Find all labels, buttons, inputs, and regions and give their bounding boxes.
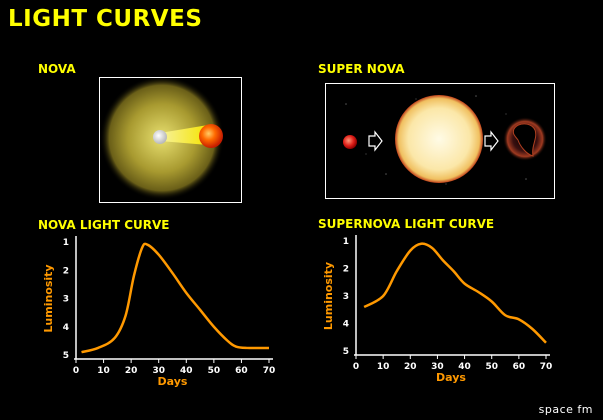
- x-tick-label: 10: [97, 366, 110, 376]
- x-tick-label: 40: [458, 362, 471, 372]
- arrow-icon: [484, 130, 499, 152]
- x-tick-label: 60: [513, 362, 526, 372]
- y-tick-label: 2: [63, 266, 69, 276]
- x-tick-label: 60: [235, 366, 248, 376]
- supernova-label: SUPER NOVA: [318, 62, 405, 76]
- x-tick-label: 50: [485, 362, 498, 372]
- starfield: [345, 95, 527, 185]
- red-star-icon: [199, 124, 223, 148]
- y-tick-label: 4: [343, 320, 349, 330]
- supernova-chart-title: SUPERNOVA LIGHT CURVE: [318, 217, 494, 231]
- remnant-icon: [503, 117, 547, 161]
- x-tick-label: 10: [377, 362, 390, 372]
- x-axis-label: Days: [158, 375, 188, 388]
- nova-illustration-graphic: [100, 78, 224, 200]
- x-tick-label: 30: [431, 362, 444, 372]
- y-tick-label: 5: [63, 351, 69, 361]
- supernova-illustration: [325, 83, 555, 199]
- x-tick-label: 0: [73, 366, 79, 376]
- x-tick-label: 70: [540, 362, 553, 372]
- credit-logo: space fm: [538, 403, 593, 416]
- accretion-stream: [160, 125, 208, 145]
- y-tick-label: 1: [343, 237, 349, 247]
- white-dwarf-icon: [153, 130, 167, 144]
- nova-label: NOVA: [38, 62, 76, 76]
- x-tick-label: 70: [263, 366, 276, 376]
- nova-illustration: [99, 77, 242, 203]
- x-tick-label: 20: [404, 362, 417, 372]
- x-tick-label: 40: [180, 366, 193, 376]
- y-tick-label: 1: [63, 238, 69, 248]
- supernova-illustration-graphic: [343, 95, 547, 185]
- light-curve-line: [81, 242, 270, 354]
- y-tick-label: 2: [343, 265, 349, 275]
- y-tick-label: 3: [63, 295, 69, 305]
- x-tick-label: 30: [152, 366, 165, 376]
- x-tick-label: 50: [208, 366, 221, 376]
- x-tick-label: 0: [353, 362, 359, 372]
- y-tick-label: 5: [343, 347, 349, 357]
- y-tick-label: 3: [343, 292, 349, 302]
- arrow-icon: [368, 130, 383, 152]
- nova-chart-title: NOVA LIGHT CURVE: [38, 218, 170, 232]
- page-title: LIGHT CURVES: [8, 6, 203, 32]
- y-axis-label: Luminosity: [42, 264, 55, 332]
- x-tick-label: 20: [125, 366, 138, 376]
- y-axis-label: Luminosity: [322, 262, 335, 330]
- light-curve-line: [363, 242, 547, 344]
- y-tick-label: 4: [63, 323, 69, 333]
- red-star-icon: [343, 135, 357, 149]
- giant-star-icon: [395, 95, 483, 183]
- x-axis-label: Days: [436, 371, 466, 384]
- supernova-light-curve-chart: SUPERNOVA LIGHT CURVE 1 2 3 4 50 10 20 30 40 50 60…: [318, 217, 553, 384]
- nova-light-curve-chart: NOVA LIGHT CURVE 1 2 3 4 50 10 20 30 40 50 60 70 Day…: [38, 218, 276, 388]
